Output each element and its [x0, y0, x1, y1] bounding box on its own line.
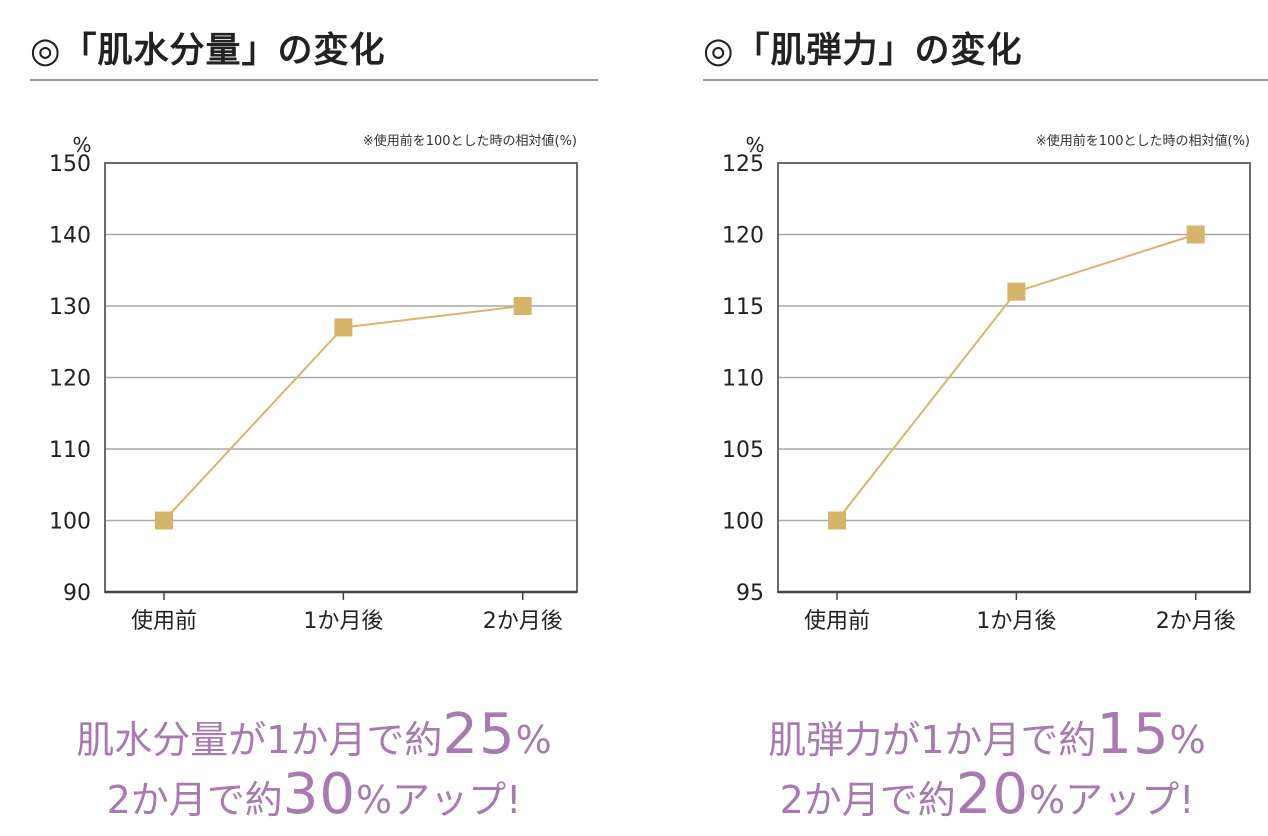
- y-tick-label: 130: [49, 295, 91, 320]
- y-tick-label: 115: [722, 295, 764, 320]
- line-chart-skin-moisture: 90 100 110 120 130 140 150% ※使用前を100とした時の相対値(%)…: [49, 133, 578, 634]
- summary-line-1: 肌水分量が1か月で約25%: [30, 702, 598, 767]
- data-point-marker: [334, 318, 353, 337]
- line-chart-skin-elasticity: 95 100 105 110 115 120 125% ※使用前を100とした時の相対値(%)…: [722, 133, 1251, 634]
- title-divider: [30, 79, 598, 81]
- data-point-marker: [1007, 282, 1026, 301]
- y-axis-label: %: [72, 133, 91, 157]
- y-tick-label: 100: [49, 510, 91, 535]
- y-tick-label: 125: [722, 152, 764, 177]
- summary-big-number: 30: [282, 762, 357, 827]
- summary-big-number: 15: [1096, 702, 1170, 767]
- summary-line-2: 2か月で約20%アップ!: [703, 762, 1268, 827]
- data-point-marker: [513, 297, 532, 315]
- summary-suffix: %アップ!: [356, 778, 522, 822]
- summary-big-number: 25: [442, 702, 516, 767]
- y-tick-label: 140: [49, 224, 91, 249]
- summary-line-1: 肌弾力が1か月で約15%: [703, 702, 1268, 767]
- chart-panel-skin-moisture: ◎「肌水分量」の変化 90 100 110 120 130 140 150% ※使用前を100…: [30, 0, 630, 836]
- summary-suffix: %アップ!: [1029, 778, 1195, 822]
- y-tick-label: 110: [722, 367, 764, 392]
- chart-title: ◎「肌水分量」の変化: [30, 31, 386, 71]
- y-tick-label: 105: [722, 438, 764, 463]
- y-tick-label: 150: [49, 152, 91, 177]
- chart-note: ※使用前を100とした時の相対値(%): [1036, 133, 1250, 149]
- summary-big-number: 20: [955, 762, 1030, 827]
- summary-prefix: 2か月で約: [106, 778, 283, 822]
- data-point-marker: [828, 511, 846, 530]
- data-point-marker: [155, 511, 173, 530]
- summary-suffix: %: [515, 718, 552, 762]
- title-divider: [703, 79, 1268, 81]
- data-point-marker: [1186, 225, 1205, 244]
- summary-line-2: 2か月で約30%アップ!: [30, 762, 598, 827]
- chart-panel-skin-elasticity: ◎「肌弾力」の変化 95 100 105 110 115 120 125% ※使用前を100と…: [703, 0, 1268, 836]
- x-tick-label: 1か月後: [976, 609, 1056, 634]
- x-tick-label: 2か月後: [1156, 609, 1236, 634]
- chart-title: ◎「肌弾力」の変化: [703, 31, 1023, 71]
- x-tick-label: 1か月後: [303, 609, 383, 634]
- summary-prefix: 肌弾力が1か月で約: [768, 718, 1097, 762]
- y-tick-label: 95: [736, 581, 764, 606]
- y-tick-label: 100: [722, 510, 764, 535]
- y-tick-label: 110: [49, 438, 91, 463]
- summary-suffix: %: [1169, 718, 1206, 762]
- x-tick-label: 2か月後: [483, 609, 563, 634]
- chart-note: ※使用前を100とした時の相対値(%): [363, 133, 577, 149]
- y-axis-label: %: [745, 133, 764, 157]
- summary-prefix: 2か月で約: [779, 778, 956, 822]
- y-tick-label: 120: [49, 367, 91, 392]
- x-tick-label: 使用前: [804, 609, 870, 634]
- summary-prefix: 肌水分量が1か月で約: [76, 718, 443, 762]
- y-tick-label: 90: [63, 581, 91, 606]
- x-tick-label: 使用前: [131, 609, 197, 634]
- y-tick-label: 120: [722, 224, 764, 249]
